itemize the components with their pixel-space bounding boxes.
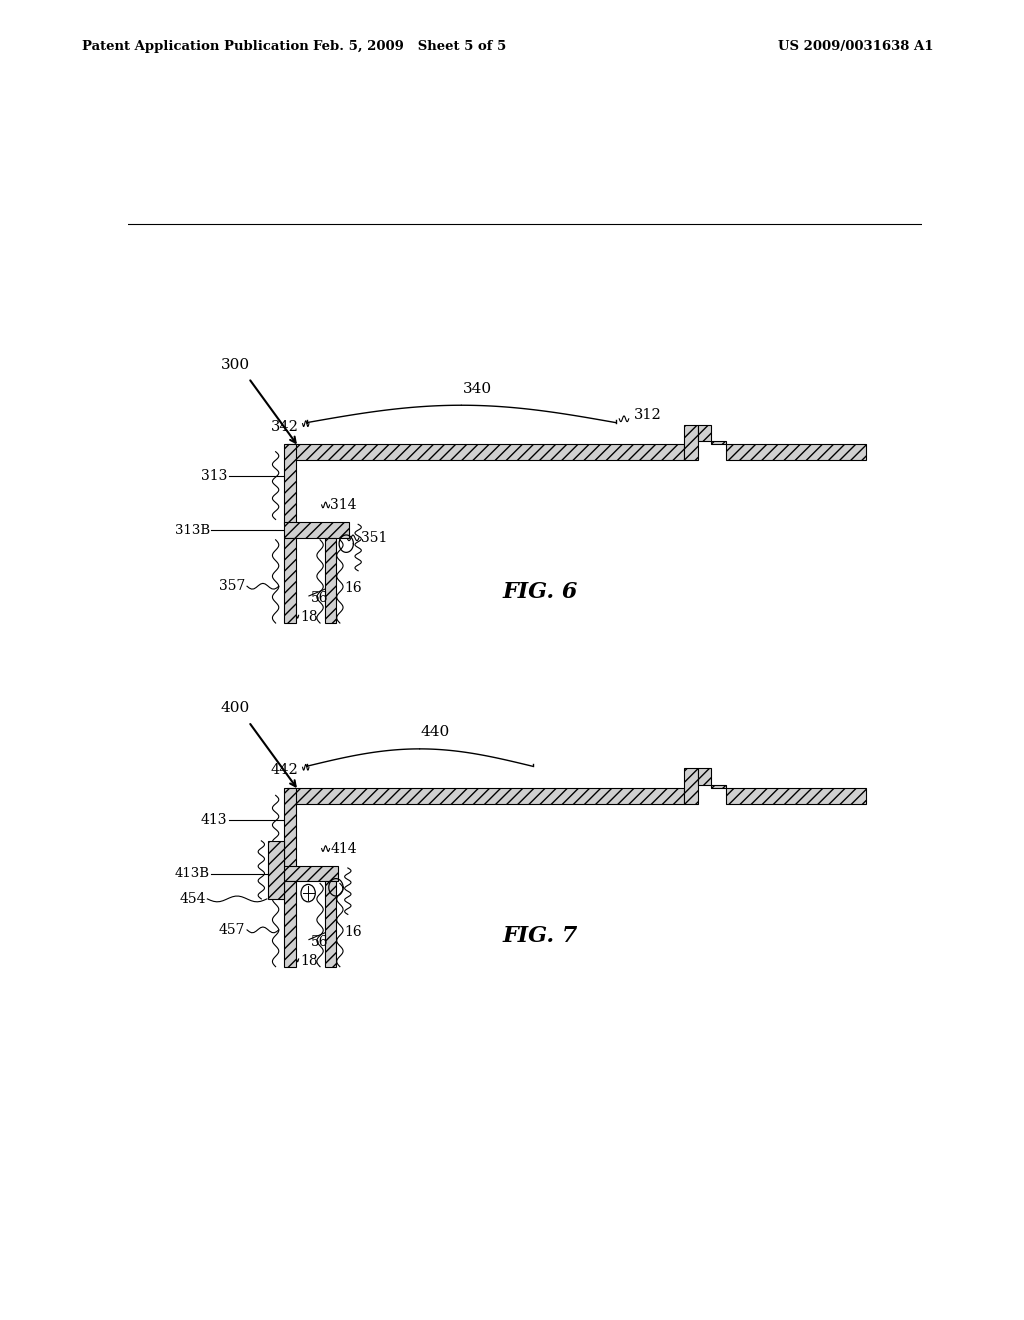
Bar: [712, 441, 726, 444]
Text: 312: 312: [634, 408, 663, 422]
Text: 16: 16: [344, 925, 361, 939]
Text: 16: 16: [344, 581, 361, 595]
Bar: [284, 537, 296, 623]
Text: 340: 340: [463, 381, 492, 396]
Text: 440: 440: [421, 726, 451, 739]
Bar: [287, 788, 684, 804]
Text: 314: 314: [331, 498, 357, 512]
Text: 18: 18: [300, 610, 317, 624]
Text: 313: 313: [201, 469, 227, 483]
Text: Feb. 5, 2009   Sheet 5 of 5: Feb. 5, 2009 Sheet 5 of 5: [313, 40, 506, 53]
Text: US 2009/0031638 A1: US 2009/0031638 A1: [778, 40, 934, 53]
Bar: [684, 425, 697, 461]
Bar: [712, 784, 726, 788]
Text: 342: 342: [270, 420, 299, 433]
Text: 442: 442: [271, 763, 299, 777]
Text: FIG. 7: FIG. 7: [503, 925, 579, 946]
Bar: [267, 841, 284, 899]
Text: 313B: 313B: [175, 524, 210, 537]
Text: 300: 300: [220, 358, 250, 372]
Text: FIG. 6: FIG. 6: [503, 581, 579, 603]
Bar: [697, 768, 712, 784]
Text: 454: 454: [179, 892, 206, 906]
Bar: [287, 444, 684, 461]
Bar: [726, 788, 866, 804]
Bar: [284, 882, 296, 966]
Text: 457: 457: [219, 923, 246, 937]
Bar: [697, 425, 712, 441]
Bar: [284, 866, 338, 882]
Text: 56: 56: [310, 935, 328, 949]
Text: 400: 400: [220, 701, 250, 715]
Text: 351: 351: [360, 531, 387, 545]
Text: 18: 18: [300, 954, 317, 968]
Bar: [284, 523, 348, 537]
Bar: [684, 768, 697, 804]
Bar: [325, 882, 336, 966]
Text: 56: 56: [310, 591, 328, 605]
Text: 413: 413: [201, 813, 227, 826]
Bar: [726, 444, 866, 461]
Bar: [325, 537, 336, 623]
Text: Patent Application Publication: Patent Application Publication: [82, 40, 308, 53]
Bar: [284, 444, 296, 524]
Bar: [284, 788, 296, 869]
Text: 413B: 413B: [175, 867, 210, 880]
Text: 414: 414: [331, 842, 357, 855]
Text: 357: 357: [219, 579, 246, 593]
